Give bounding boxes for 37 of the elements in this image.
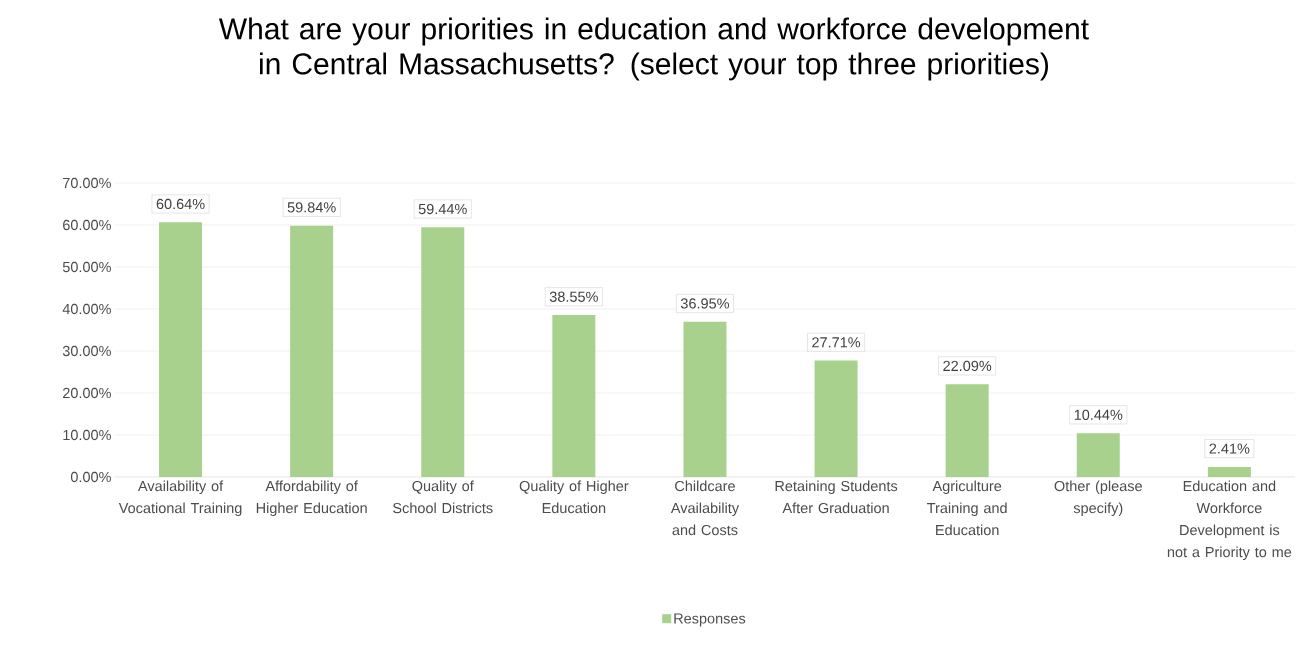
bar (683, 321, 727, 477)
data-label: 60.64% (156, 198, 205, 210)
bar (1076, 433, 1120, 477)
bar (159, 222, 203, 477)
legend-label: Responses (674, 613, 746, 627)
x-tick-label: Other (please specify) (1054, 480, 1142, 517)
bar (421, 227, 465, 477)
x-tick-label: Childcare Availability and Costs (670, 480, 740, 536)
y-tick-label: 10.00% (63, 429, 111, 441)
x-tick-label: Availability of Vocational Training (118, 480, 242, 517)
bar (814, 360, 858, 477)
data-label: 2.41% (1209, 443, 1250, 454)
x-tick-label: Agriculture Training and Education (927, 480, 1007, 536)
data-label: 38.55% (549, 291, 598, 302)
bar (1207, 466, 1251, 477)
data-label: 36.95% (680, 298, 730, 309)
y-tick-label: 30.00% (62, 345, 111, 357)
bar (945, 384, 989, 477)
y-tick-label: 70.00% (63, 177, 111, 189)
y-tick-label: 60.00% (63, 219, 111, 231)
data-label: 22.09% (943, 360, 992, 372)
y-tick-label: 0.00% (70, 471, 111, 483)
data-label: 27.71% (812, 337, 861, 348)
x-tick-label: Education and Workforce Development is not a Priority to me (1167, 480, 1292, 561)
x-tick-label: Quality of School Districts (393, 480, 493, 514)
data-label: 10.44% (1074, 409, 1123, 420)
y-tick-label: 40.00% (62, 303, 111, 315)
x-tick-label: Affordability of Higher Education (256, 480, 367, 517)
data-label: 59.84% (287, 202, 336, 213)
x-tick-label: Quality of Higher Education (519, 480, 629, 514)
data-label: 59.44% (418, 203, 467, 215)
bar (552, 315, 596, 477)
bar (290, 225, 334, 477)
x-tick-label: Retaining Students After Graduation (775, 480, 898, 514)
y-tick-label: 20.00% (63, 387, 111, 399)
chart-title: What are your priorities in education and workforce development in Central Massachusetts? (select your top three priorities) (218, 17, 1089, 81)
y-tick-label: 50.00% (62, 261, 111, 273)
